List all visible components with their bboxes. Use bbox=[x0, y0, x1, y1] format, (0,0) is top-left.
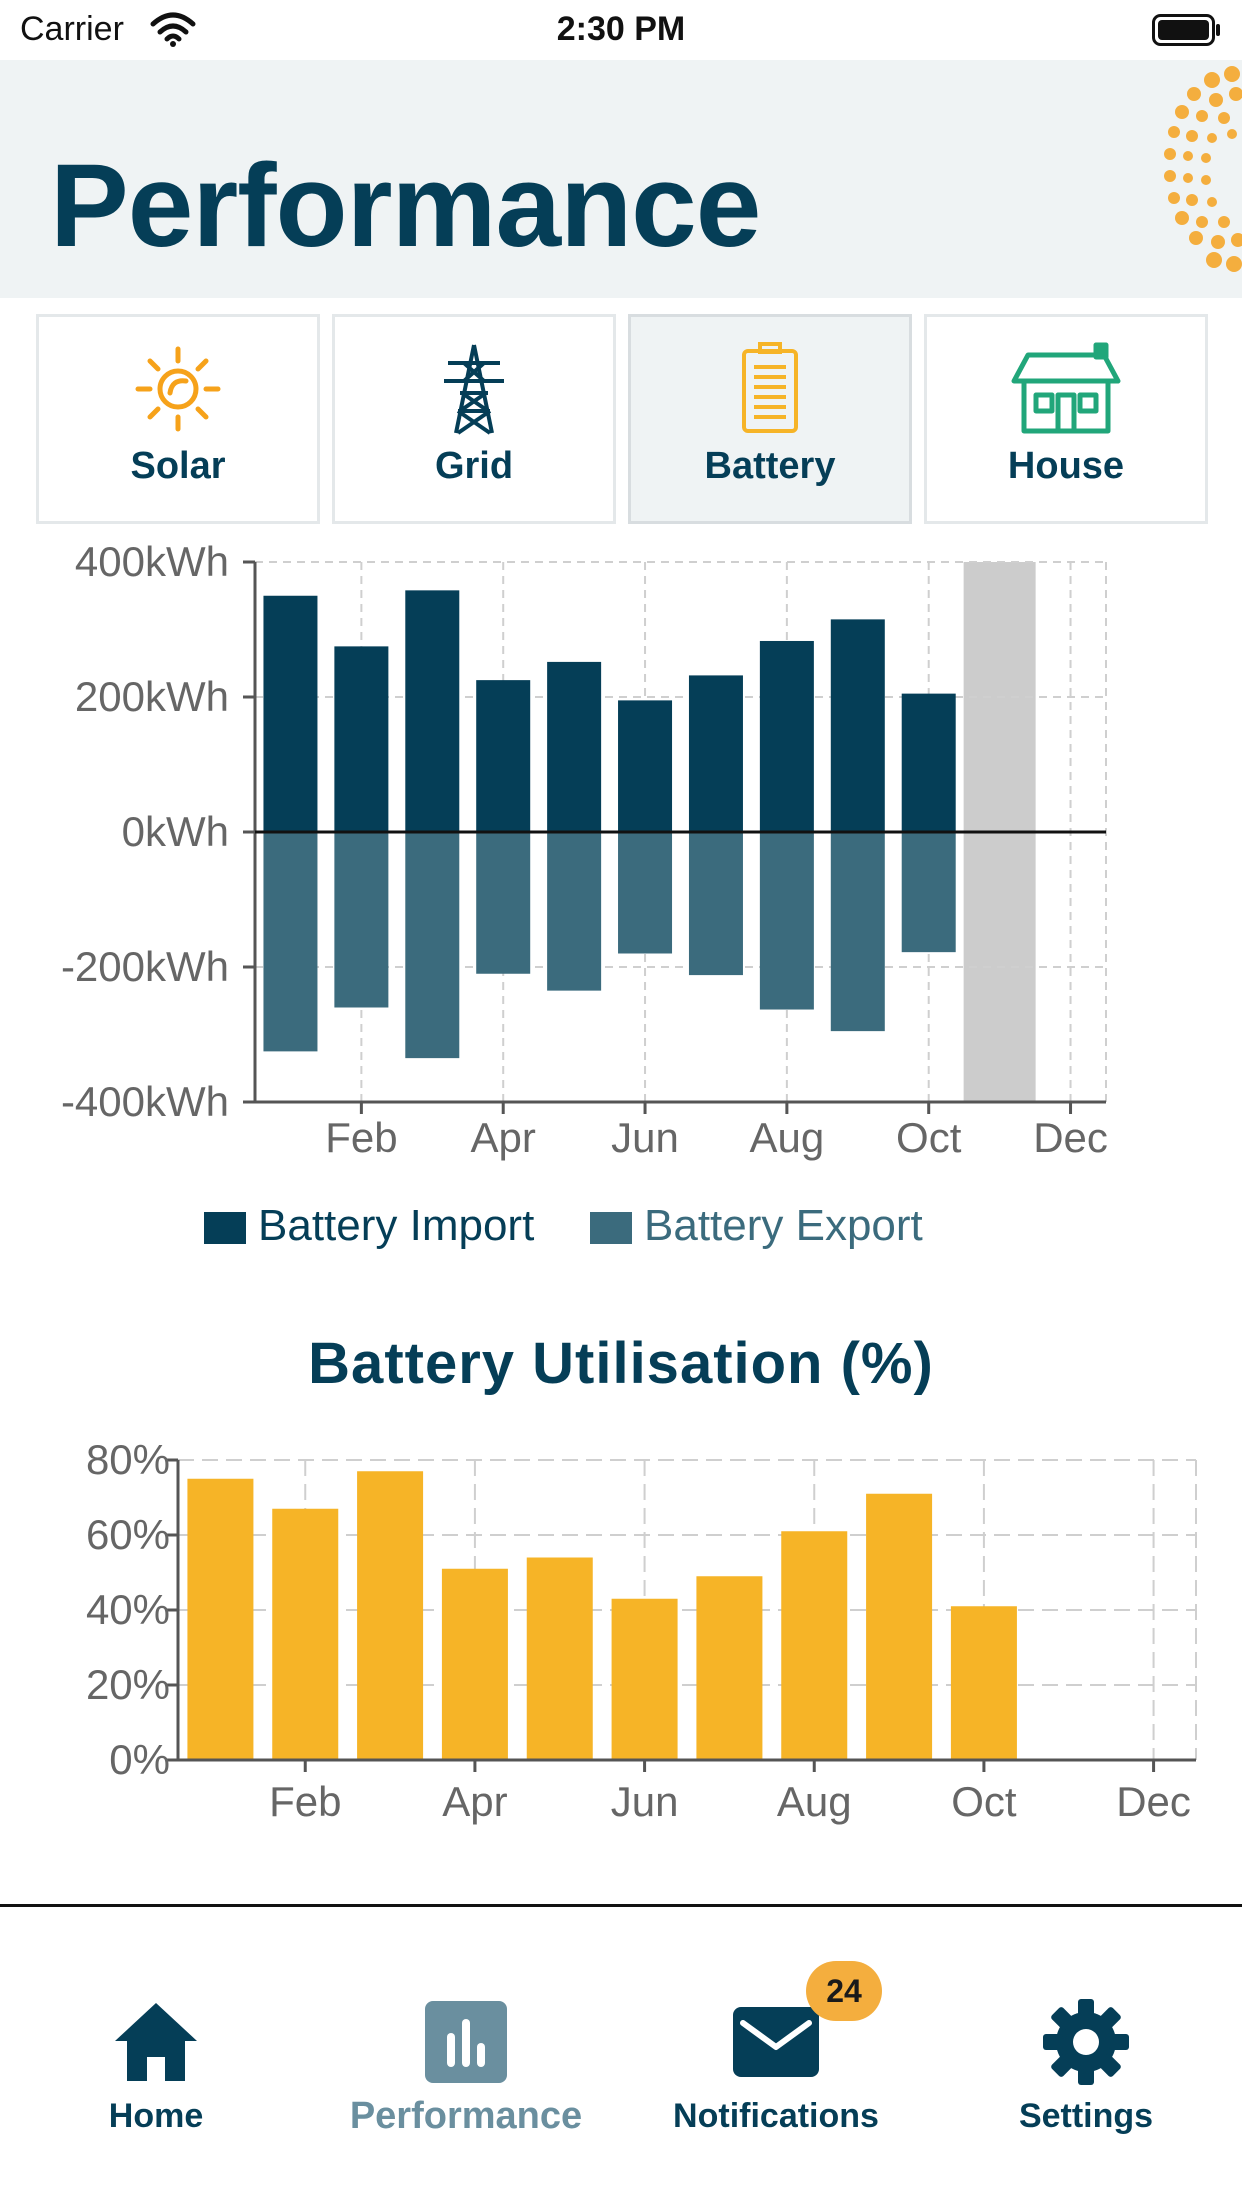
page-title: Performance bbox=[50, 140, 761, 272]
export-bar bbox=[759, 832, 814, 1010]
tab-battery[interactable]: Battery bbox=[628, 314, 912, 524]
export-bar bbox=[263, 832, 318, 1052]
utilisation-bar bbox=[950, 1606, 1017, 1760]
tab-grid[interactable]: Grid bbox=[332, 314, 616, 524]
tab-label: Grid bbox=[434, 445, 514, 487]
utilisation-chart-title: Battery Utilisation (%) bbox=[308, 1331, 934, 1396]
x-tick-label: Aug bbox=[750, 1114, 825, 1161]
y-tick-label: 0% bbox=[109, 1736, 170, 1783]
battery-icon bbox=[742, 342, 798, 433]
battery-status-icon bbox=[1152, 14, 1220, 46]
tab-label: Battery bbox=[704, 445, 836, 487]
legend-swatch-import bbox=[204, 1212, 246, 1244]
brand-logo-icon bbox=[1164, 66, 1242, 272]
utilisation-bar bbox=[781, 1531, 848, 1760]
import-bar bbox=[547, 661, 602, 832]
y-tick-label: -200kWh bbox=[61, 943, 229, 990]
nav-notifications[interactable]: 24 Notifications bbox=[626, 1927, 926, 2135]
page-header: Performance bbox=[0, 60, 1242, 298]
y-tick-label: 60% bbox=[86, 1511, 170, 1558]
import-bar bbox=[901, 693, 956, 832]
sun-icon bbox=[135, 346, 221, 432]
tab-solar[interactable]: Solar bbox=[36, 314, 320, 524]
nav-performance[interactable]: Performance bbox=[316, 1927, 616, 2137]
utilisation-bar bbox=[526, 1557, 593, 1760]
battery-import-export-chart: 400kWh 200kWh 0kWh -200kWh -400kWh Feb Apr Jun A… bbox=[61, 540, 1108, 1250]
carrier-label: Carrier bbox=[20, 10, 124, 48]
x-tick-label: Feb bbox=[325, 1114, 397, 1161]
wifi-icon bbox=[150, 12, 196, 47]
nav-label: Home bbox=[108, 2097, 204, 2135]
nav-label: Settings bbox=[1018, 2097, 1154, 2135]
x-tick-label: Dec bbox=[1116, 1778, 1191, 1825]
tab-label: House bbox=[1007, 445, 1125, 487]
clock: 2:30 PM bbox=[556, 10, 686, 48]
y-tick-label: 20% bbox=[86, 1661, 170, 1708]
x-tick-label: Jun bbox=[611, 1778, 679, 1825]
x-tick-label: Feb bbox=[269, 1778, 341, 1825]
category-tabs: Solar Grid Batt bbox=[36, 314, 1208, 524]
y-tick-label: 0kWh bbox=[122, 808, 229, 855]
utilisation-bar bbox=[866, 1493, 933, 1760]
house-icon bbox=[1011, 342, 1121, 434]
export-bar bbox=[830, 832, 885, 1032]
legend-swatch-export bbox=[590, 1212, 632, 1244]
grid bbox=[178, 1459, 1197, 1760]
export-bar bbox=[405, 832, 460, 1059]
legend: Battery Import Battery Export bbox=[204, 1201, 923, 1250]
y-tick-label: 200kWh bbox=[75, 673, 229, 720]
nav-label: Notifications bbox=[673, 2097, 879, 2135]
gear-icon bbox=[1043, 1999, 1129, 2085]
import-bar bbox=[476, 680, 531, 832]
export-bar bbox=[618, 832, 673, 954]
import-bar bbox=[334, 646, 389, 832]
utilisation-bar bbox=[441, 1568, 508, 1760]
export-bar bbox=[688, 832, 743, 976]
import-bar bbox=[759, 640, 814, 832]
y-tick-label: 80% bbox=[86, 1436, 170, 1483]
x-tick-label: Apr bbox=[471, 1114, 536, 1161]
import-bar bbox=[688, 675, 743, 832]
export-bar bbox=[476, 832, 531, 974]
utilisation-bar bbox=[357, 1471, 424, 1760]
x-tick-label: Aug bbox=[777, 1778, 852, 1825]
nav-home[interactable]: Home bbox=[6, 1927, 306, 2135]
import-bar bbox=[618, 700, 673, 832]
import-bar bbox=[263, 595, 318, 832]
import-bar bbox=[405, 590, 460, 832]
mail-icon bbox=[733, 2007, 819, 2077]
nav-label: Performance bbox=[349, 2095, 583, 2137]
bottom-nav: Home Performance 24 Notifications bbox=[0, 1907, 1242, 2208]
tab-label: Solar bbox=[130, 445, 226, 487]
utilisation-bar bbox=[187, 1478, 254, 1760]
status-bar: Carrier 2:30 PM bbox=[0, 0, 1242, 60]
x-tick-label: Oct bbox=[896, 1114, 962, 1161]
y-tick-label: 40% bbox=[86, 1586, 170, 1633]
x-tick-label: Oct bbox=[951, 1778, 1017, 1825]
utilisation-bar bbox=[696, 1576, 763, 1760]
battery-utilisation-chart: 80% 60% 40% 20% 0% Feb Apr Jun Aug Oct Dec bbox=[86, 1436, 1197, 1825]
export-bar bbox=[901, 832, 956, 953]
x-tick-label: Apr bbox=[442, 1778, 507, 1825]
x-tick-label: Dec bbox=[1033, 1114, 1108, 1161]
legend-label-import: Battery Import bbox=[258, 1201, 534, 1250]
utilisation-bar bbox=[611, 1598, 678, 1760]
tab-house[interactable]: House bbox=[924, 314, 1208, 524]
notification-badge: 24 bbox=[806, 1961, 882, 2021]
pylon-icon bbox=[444, 344, 504, 435]
home-icon bbox=[115, 2003, 197, 2081]
nav-divider bbox=[0, 1904, 1242, 1907]
chart-icon bbox=[425, 2001, 507, 2083]
export-bar bbox=[547, 832, 602, 991]
y-tick-label: 400kWh bbox=[75, 540, 229, 585]
import-bar bbox=[830, 619, 885, 832]
y-tick-label: -400kWh bbox=[61, 1078, 229, 1125]
utilisation-bar bbox=[272, 1508, 339, 1760]
export-bar bbox=[334, 832, 389, 1008]
x-tick-label: Jun bbox=[611, 1114, 679, 1161]
legend-label-export: Battery Export bbox=[644, 1201, 923, 1250]
nav-settings[interactable]: Settings bbox=[936, 1927, 1236, 2135]
